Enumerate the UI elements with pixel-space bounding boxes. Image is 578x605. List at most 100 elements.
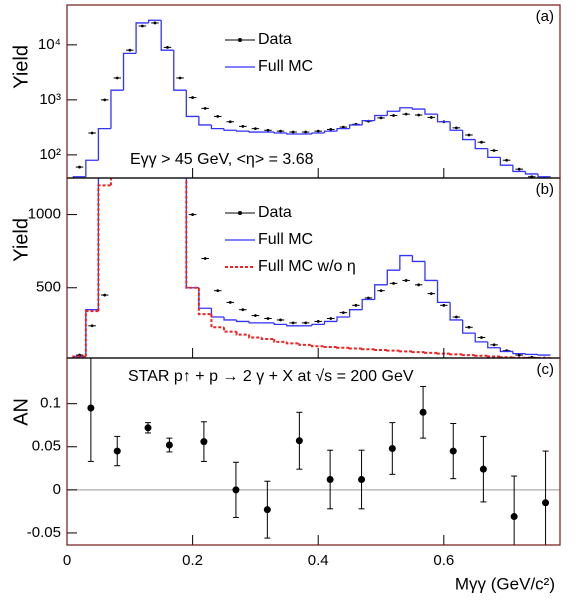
histogram-bin [86,310,99,357]
data-point [329,128,332,131]
data-point [417,114,420,117]
data-point [254,127,257,130]
histogram-bin [237,332,250,335]
data-point [145,424,152,431]
histogram-bin [438,280,451,302]
histogram-bin [124,53,137,90]
histogram-bin [324,321,337,324]
panel-label: (a) [536,8,554,25]
data-point [279,319,282,322]
data-point [329,317,332,320]
histogram-bin [237,130,250,131]
histogram-bin [412,256,425,262]
data-point [442,304,445,307]
histogram-bin [249,321,262,322]
histogram-bin [174,0,187,141]
histogram-bin [350,348,363,349]
histogram-bin [387,350,400,351]
data-point [103,98,106,101]
data-point [342,311,345,314]
data-point [204,257,207,260]
histogram-bin [262,338,275,339]
data-point [468,326,471,329]
histogram-bin [98,171,111,310]
histogram-bin [186,90,199,116]
data-point [493,149,496,152]
data-point [354,304,357,307]
histogram-bin [350,310,363,317]
y-tick-label: -0.05 [27,524,61,541]
histogram-bin [98,129,111,161]
legend-label: Full MC [258,58,313,75]
histogram-bin [274,323,287,324]
data-point [542,499,549,506]
legend-swatch-dot [238,211,242,215]
histogram-bin [211,125,224,129]
data-point [232,486,239,493]
y-tick-label: 10⁴ [38,36,61,53]
histogram-bin [249,131,262,132]
y-axis-label: AN [10,398,32,426]
data-point [216,115,219,118]
x-tick-label: 0.4 [308,552,329,569]
histogram-bin [111,0,124,171]
data-point [417,283,420,286]
data-point [154,22,157,25]
data-point [518,168,521,171]
histogram-bin [237,320,250,321]
data-point [430,116,433,119]
data-point [179,77,182,80]
data-point [304,321,307,324]
histogram-bin [287,342,300,343]
histogram-bin [111,90,124,128]
frame [67,358,560,545]
data-point [87,404,94,411]
histogram-bin [211,308,224,317]
data-point [420,409,427,416]
histogram-bin [324,346,337,347]
histogram-bin [425,261,438,280]
legend-label: Data [258,204,292,221]
histogram-bin [161,20,174,50]
data-point [78,166,81,169]
histogram-bin [98,185,111,311]
histogram-bin [337,129,350,132]
histogram-bin [400,108,413,112]
data-point [241,308,244,311]
y-axis-label: Yield [10,218,32,262]
data-point [480,466,487,473]
data-point [392,114,395,117]
data-point [128,49,131,52]
histogram-bin [324,131,337,133]
data-point [91,324,94,327]
y-tick-label: 500 [36,279,61,296]
annotation: STAR p↑ + p → 2 γ + X at √s = 200 GeV [128,368,414,385]
data-point [389,445,396,452]
data-point [267,317,270,320]
data-point [511,513,518,520]
data-point [292,131,295,134]
data-point [279,130,282,133]
histogram-bin [375,349,388,350]
data-point [327,476,334,483]
histogram-bin [362,299,375,309]
histogram-bin [400,256,413,271]
histogram-bin [400,351,413,352]
data-point [380,289,383,292]
data-point [296,437,303,444]
histogram-bin [211,314,224,327]
data-point [254,314,257,317]
data-point [317,320,320,323]
histogram-bin [538,174,551,177]
data-point [405,113,408,116]
data-point [304,131,307,134]
histogram-bin [412,108,425,109]
x-tick-label: 0.6 [433,552,454,569]
data-point [358,476,365,483]
legend-swatch-dot [238,38,242,42]
data-point [166,46,169,49]
histogram-bin [362,348,375,349]
x-tick-label: 0 [63,552,71,569]
